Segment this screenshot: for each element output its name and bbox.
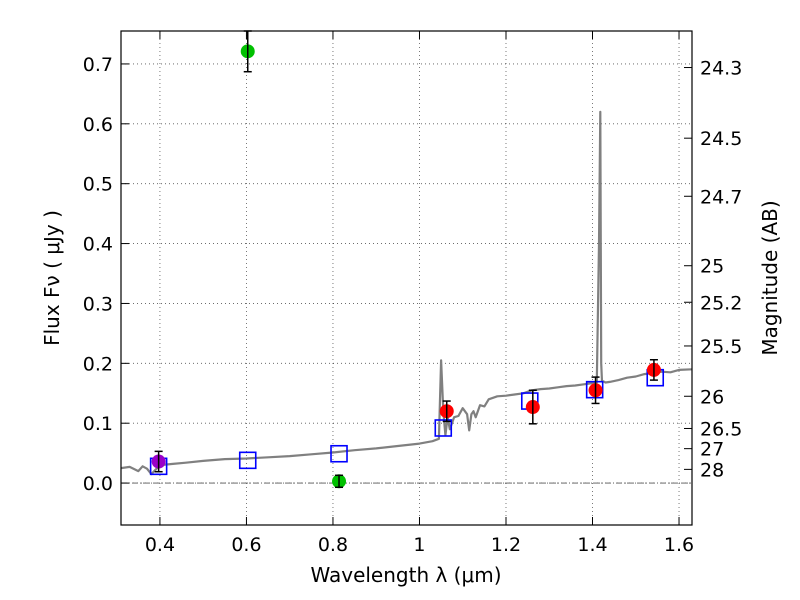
x-axis-label: Wavelength λ (μm)	[310, 563, 501, 587]
model-square-point	[585, 380, 604, 399]
x-tick-label: 1.4	[577, 534, 607, 556]
x-tick-label: 0.4	[145, 534, 175, 556]
y2-axis-label: Magnitude (AB)	[758, 200, 782, 355]
y-tick-label: 0.6	[83, 114, 113, 136]
y-tick-label: 0.1	[83, 413, 113, 435]
y2-tick-label: 28	[700, 459, 724, 481]
x-tick-label: 1.2	[491, 534, 521, 556]
y2-tick-label: 25.2	[700, 292, 742, 314]
x-tick-label: 0.8	[318, 534, 348, 556]
y2-tick-label: 25	[700, 256, 724, 278]
y2-tick-label: 24.7	[700, 186, 742, 208]
y-tick-label: 0.7	[83, 54, 113, 76]
y-tick-label: 0.4	[83, 234, 113, 256]
y2-tick-label: 24.5	[700, 128, 742, 150]
plot-frame	[120, 30, 693, 526]
y2-tick-label: 25.5	[700, 336, 742, 358]
y2-tick-label: 26.5	[700, 418, 742, 440]
y-tick-label: 0.0	[83, 473, 113, 495]
y-tick-label: 0.3	[83, 293, 113, 315]
y-tick-label: 0.5	[83, 174, 113, 196]
plot-area	[121, 31, 692, 525]
y2-tick-label: 24.3	[700, 58, 742, 80]
y2-tick-label: 27	[700, 439, 724, 461]
axis-ticks: 0.4 0.6 0.8 1 1.2 1.4 1.6 0.0 0.1 0.2 0.3 0.4 0.5 0.6…	[83, 31, 742, 556]
y2-tick-label: 26	[700, 386, 724, 408]
x-tick-label: 1	[413, 534, 425, 556]
model-square-point	[238, 451, 257, 470]
data-markers	[149, 30, 665, 489]
model-square-point	[434, 419, 453, 437]
y-axis-label: Flux Fν ( μJy )	[40, 210, 64, 346]
model-square-point	[330, 444, 348, 463]
x-tick-label: 1.6	[664, 534, 694, 556]
x-tick-label: 0.6	[231, 534, 261, 556]
y-tick-label: 0.2	[83, 353, 113, 375]
